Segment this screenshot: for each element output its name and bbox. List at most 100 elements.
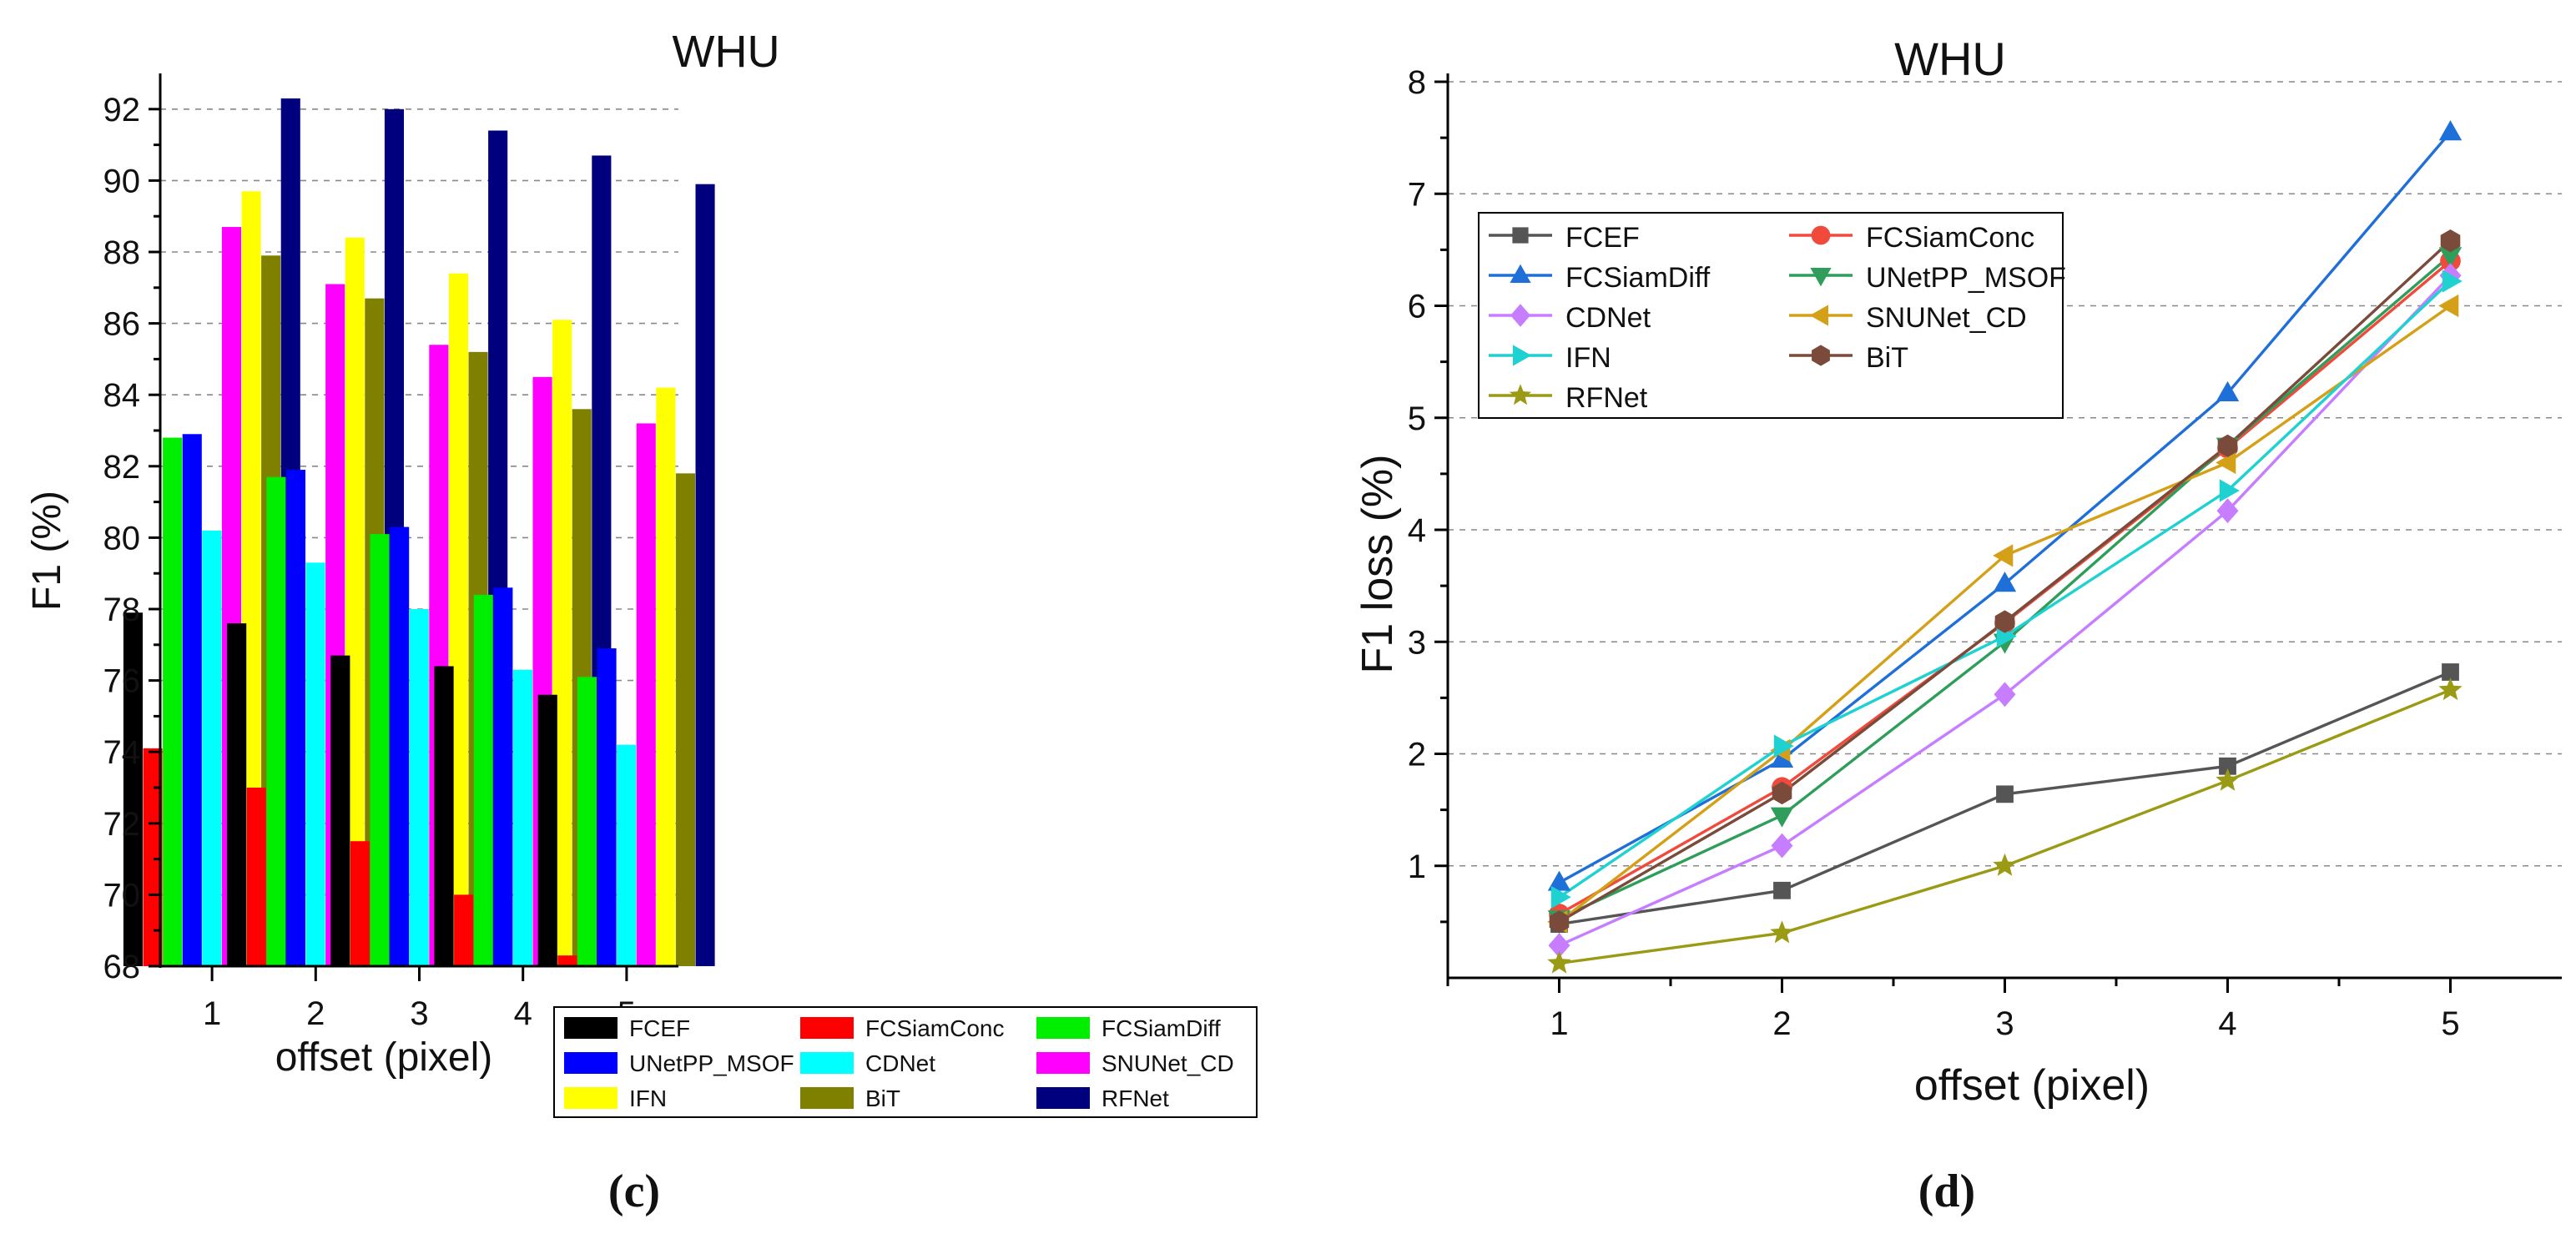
bar-x-tick-label: 3 [410, 995, 428, 1032]
bar-legend-swatch [800, 1052, 854, 1074]
line-legend-label: SNUNet_CD [1866, 302, 2027, 334]
bar-legend-swatch [564, 1087, 618, 1109]
caption-d: (d) [1918, 1166, 1975, 1217]
line-y-tick-label: 1 [1408, 849, 1426, 885]
bar-legend-label: UNetPP_MSOF [629, 1050, 794, 1076]
bar-legend-swatch [800, 1087, 854, 1109]
line-point [1550, 885, 1571, 909]
line-point [1547, 870, 1571, 891]
line-point [2442, 269, 2463, 293]
line-point [2438, 120, 2463, 141]
line-legend-marker [1510, 304, 1530, 327]
bar-y-tick-label: 78 [103, 592, 141, 628]
bar [493, 587, 513, 966]
bar-legend-swatch [564, 1017, 618, 1039]
line-point [1773, 881, 1791, 899]
bar-legend-label: RFNet [1101, 1085, 1169, 1111]
line-point [2216, 451, 2236, 475]
bar [182, 434, 202, 966]
bar [123, 612, 143, 966]
bar [285, 470, 305, 966]
bar-x-tick-label: 1 [203, 995, 221, 1032]
bar [695, 184, 715, 966]
bar-legend-swatch [800, 1017, 854, 1039]
bar [597, 648, 617, 966]
bar [434, 666, 454, 966]
bar [675, 473, 695, 966]
line-point [1771, 833, 1793, 859]
bar [577, 677, 597, 966]
bar [557, 955, 577, 966]
line-y-tick-label: 2 [1408, 737, 1426, 773]
bar-y-tick-label: 84 [103, 377, 141, 414]
line-legend-label: UNetPP_MSOF [1866, 262, 2066, 294]
bar-y-tick-label: 80 [103, 520, 141, 557]
line-legend-marker [1513, 345, 1532, 366]
line-legend-marker [1509, 384, 1532, 405]
line-y-tick-label: 5 [1408, 400, 1426, 437]
line-x-tick-label: 1 [1550, 1005, 1568, 1042]
line-point [2216, 768, 2240, 791]
bar-y-tick-label: 82 [103, 449, 141, 486]
line-legend-label: IFN [1565, 342, 1611, 374]
bar-legend-swatch [564, 1052, 618, 1074]
line-point [1548, 933, 1570, 958]
line-legend-marker [1809, 305, 1828, 326]
bar [241, 191, 261, 967]
line-legend-label: FCSiamDiff [1565, 262, 1711, 294]
bar-y-tick-label: 90 [103, 163, 141, 199]
line-y-tick-label: 6 [1408, 289, 1426, 325]
bar [448, 273, 468, 966]
bar-x-tick-label: 2 [306, 995, 325, 1032]
line-point [2438, 677, 2463, 701]
bar [350, 841, 370, 966]
bar-y-tick-label: 92 [103, 92, 141, 128]
bar [370, 534, 390, 966]
line-point [2440, 229, 2461, 253]
bar [512, 669, 532, 966]
bar-chart-x-label: offset (pixel) [275, 1035, 493, 1080]
bar [390, 526, 410, 966]
bar-legend-label: FCSiamDiff [1101, 1015, 1221, 1041]
bar-legend-label: FCSiamConc [865, 1015, 1004, 1041]
line-legend-marker [1812, 345, 1830, 366]
line-point [1772, 781, 1792, 805]
line-point [1994, 682, 2016, 708]
line-point [1547, 950, 1571, 974]
bar-y-tick-label: 70 [103, 877, 141, 914]
bar [454, 894, 474, 966]
bar-legend-swatch [1036, 1017, 1090, 1039]
bar-y-tick-label: 68 [103, 949, 141, 985]
bar-chart-title: WHU [673, 27, 780, 77]
line-point [2217, 434, 2238, 457]
line-point [2216, 380, 2240, 401]
bar [636, 423, 656, 966]
line-series [1559, 688, 2452, 965]
line-point [1770, 747, 1794, 768]
bar [473, 594, 493, 966]
bar [617, 744, 637, 966]
line-point [2219, 479, 2240, 502]
bar [552, 320, 572, 966]
line-point [1996, 785, 2014, 803]
bar-legend-label: SNUNet_CD [1101, 1050, 1234, 1076]
line-point [2219, 757, 2236, 775]
line-legend-marker [1810, 268, 1832, 287]
bar-y-tick-label: 88 [103, 234, 141, 271]
line-legend-label: FCEF [1565, 222, 1640, 254]
bar [227, 623, 247, 966]
line-chart-title: WHU [1894, 33, 2006, 85]
bar-y-tick-label: 86 [103, 306, 141, 343]
line-point [2438, 294, 2459, 318]
line-point [1549, 910, 1570, 934]
line-point [1993, 544, 2014, 567]
bar-y-tick-label: 72 [103, 806, 141, 843]
bar-legend-label: CDNet [865, 1050, 935, 1076]
line-point [1773, 734, 1794, 758]
line-y-tick-label: 7 [1408, 176, 1426, 213]
line-x-tick-label: 3 [1995, 1005, 2014, 1042]
line-legend-label: RFNet [1565, 382, 1648, 414]
bar [143, 748, 163, 966]
bar-legend-swatch [1036, 1052, 1090, 1074]
